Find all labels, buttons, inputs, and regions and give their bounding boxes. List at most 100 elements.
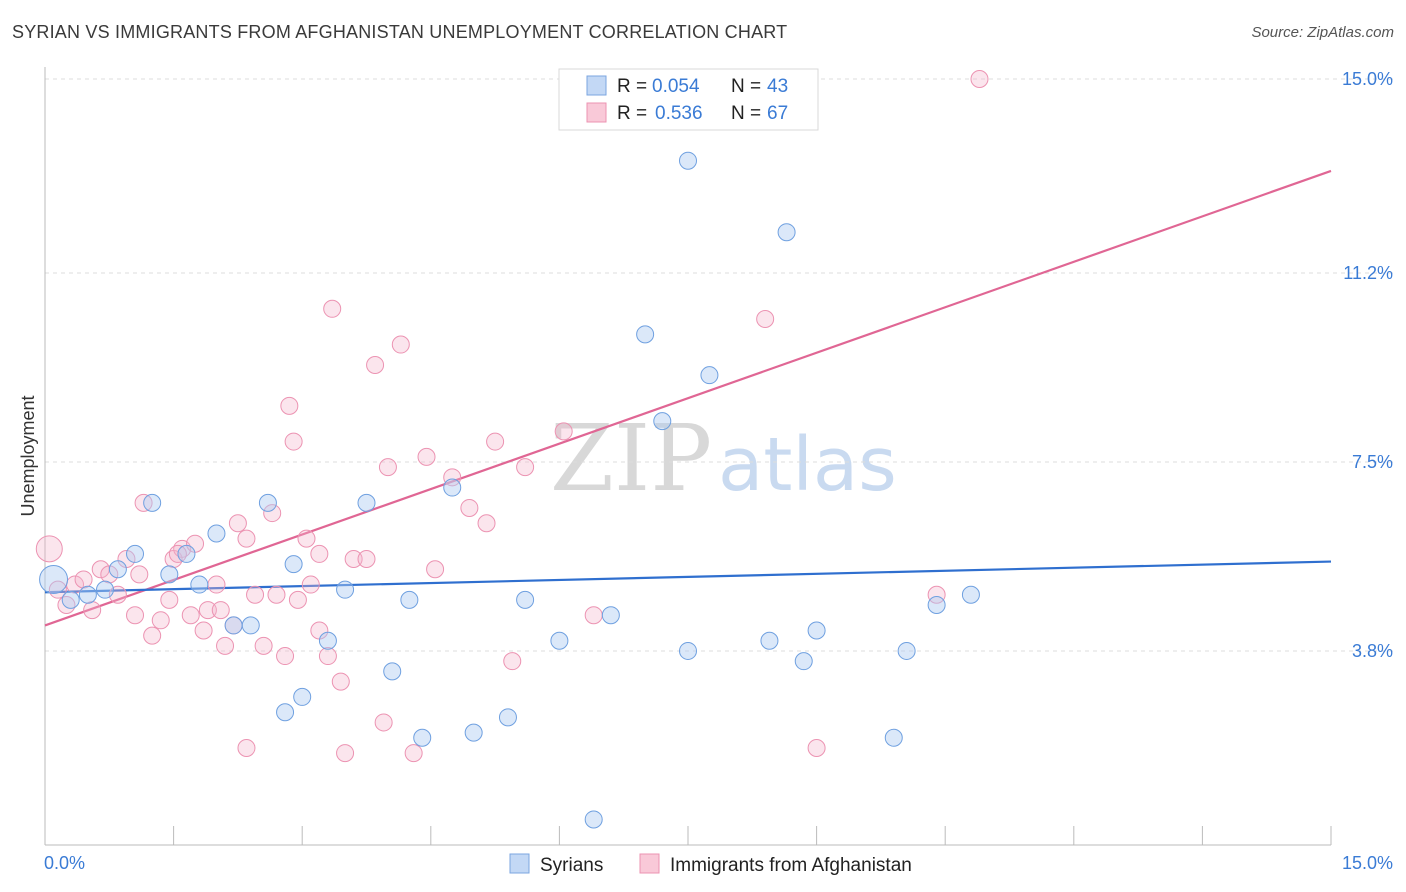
afghanistan-point [211, 601, 230, 620]
series-legend: Syrians Immigrants from Afghanistan [509, 853, 912, 876]
syrians-point [700, 366, 719, 385]
syrians-point [276, 703, 295, 722]
afghanistan-point [970, 70, 989, 88]
afghanistan-point [198, 601, 217, 620]
syrians-point [143, 493, 162, 512]
afghanistan-point [554, 422, 573, 441]
syrians-point [584, 810, 603, 829]
afghanistan-point [318, 647, 337, 666]
x-tick-label-min: 0.0% [44, 853, 85, 873]
syrians-point [679, 641, 697, 660]
syrians-point [550, 631, 569, 650]
source-credit: Source: ZipAtlas.com [1251, 24, 1394, 41]
syrians-point [884, 728, 903, 747]
afghanistan-point [160, 590, 179, 609]
afghanistan-point [366, 355, 385, 374]
syrians-point [498, 708, 517, 727]
afghanistan-point [516, 458, 535, 477]
syrians-points [39, 151, 980, 829]
syrians-point [190, 575, 209, 594]
afghanistan-point [263, 504, 282, 523]
afghanistan-point [807, 738, 826, 757]
legend-syrians-n-value: 43 [767, 76, 788, 97]
y-axis-label: Unemployment [18, 395, 38, 516]
syrians-point [413, 728, 432, 747]
afghanistan-point [301, 575, 320, 594]
syrians-point [760, 631, 779, 650]
syrians-point [807, 621, 826, 640]
syrians-point [653, 412, 672, 431]
afghanistan-point [344, 550, 363, 569]
bottom-legend-afghanistan-swatch [639, 853, 660, 874]
bottom-legend-afghanistan-label: Immigrants from Afghanistan [670, 855, 912, 876]
afghanistan-point [284, 432, 303, 451]
y-tick-label: 3.8% [1352, 641, 1393, 661]
syrians-point [61, 590, 80, 609]
syrians-point [927, 595, 946, 614]
syrians-point [160, 565, 179, 584]
legend-afghanistan-swatch [586, 102, 607, 123]
y-tick-label: 15.0% [1342, 69, 1393, 89]
afghanistan-point [297, 529, 316, 548]
legend-syrians-r-label: R = [617, 76, 647, 97]
syrians-point [207, 524, 226, 543]
afghanistan-point [216, 636, 235, 655]
syrians-point [78, 585, 97, 604]
afghanistan-point [35, 535, 63, 563]
syrians-point [177, 544, 196, 563]
legend-syrians-swatch [586, 75, 607, 96]
watermark-atlas: atlas [718, 422, 897, 508]
syrians-point [443, 478, 462, 497]
correlation-legend: R = 0.054 N = 43 R = 0.536 N = 67 [558, 68, 819, 131]
afghanistan-point [143, 626, 162, 645]
syrians-point [318, 631, 337, 650]
afghanistan-point [181, 606, 200, 625]
afghanistan-point [74, 570, 93, 589]
afghanistan-point [443, 468, 462, 487]
syrians-point [224, 616, 243, 635]
syrians-point [258, 493, 277, 512]
afghanistan-point [207, 575, 226, 594]
afghanistan-point [404, 744, 423, 763]
legend-syrians-r-value: 0.054 [652, 76, 700, 97]
watermark-zip: ZIP [550, 405, 712, 512]
syrians-point [464, 723, 483, 742]
afghanistan-point [267, 585, 286, 604]
afghanistan-point [254, 636, 273, 655]
syrians-point [39, 564, 69, 594]
syrians-point [601, 606, 620, 625]
syrians-point [794, 652, 813, 671]
afghanistan-point [426, 560, 445, 579]
afghanistan-point [83, 601, 102, 620]
afghanistan-point [756, 310, 775, 329]
afghanistan-point [391, 335, 410, 354]
afghanistan-point [374, 713, 393, 732]
trend-lines [44, 169, 1332, 627]
syrians-point [636, 325, 655, 344]
legend-afghanistan-r-value: 0.536 [655, 103, 703, 124]
afghanistan-point [237, 738, 256, 757]
x-tick-label-max: 15.0% [1342, 853, 1393, 873]
afghanistan-point [126, 606, 145, 625]
syrians-point [126, 544, 145, 563]
afghanistan-point [331, 672, 350, 691]
legend-afghanistan-n-value: 67 [767, 103, 788, 124]
legend-afghanistan-r-label: R = [617, 103, 647, 124]
syrians-point [961, 585, 980, 604]
syrians-point [516, 590, 535, 609]
legend-afghanistan-n-label: N = [731, 103, 761, 124]
y-tick-labels: 3.8% 7.5% 11.2% 15.0% [1342, 69, 1393, 661]
afghanistan-point [194, 621, 213, 640]
syrians-point [108, 560, 127, 579]
syrians-point [284, 555, 303, 574]
afghanistan-point [927, 585, 946, 604]
afghanistan-point [276, 647, 295, 666]
syrians-point [336, 580, 355, 599]
afghanistan-point [280, 396, 299, 415]
syrians-point [777, 223, 796, 242]
afghanistan-point [151, 611, 170, 630]
gridlines [45, 78, 1393, 652]
afghanistan-point [486, 432, 505, 451]
afghanistan-point [336, 744, 355, 763]
